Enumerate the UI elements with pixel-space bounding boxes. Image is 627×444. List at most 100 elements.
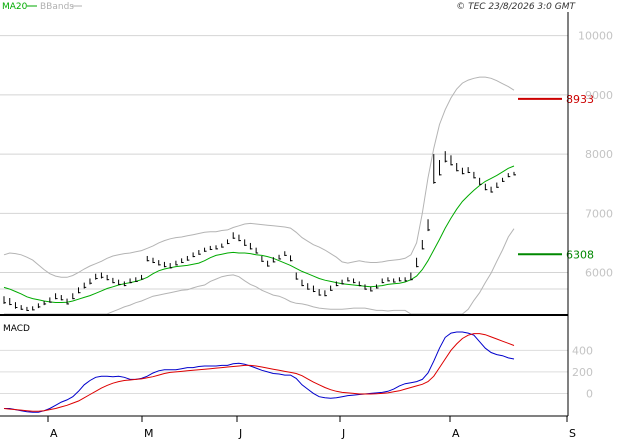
price-bar xyxy=(330,285,333,291)
ma20-layer xyxy=(3,165,515,303)
price-bar xyxy=(77,287,81,294)
price-bar xyxy=(244,239,247,246)
price-bar xyxy=(43,300,47,306)
price-bar xyxy=(255,247,259,254)
price-bar xyxy=(416,257,419,268)
price-bar xyxy=(141,274,144,280)
price-bar xyxy=(146,255,150,262)
price-bar xyxy=(106,274,110,281)
price-bar xyxy=(473,171,476,179)
price-bar xyxy=(502,177,505,182)
price-bar xyxy=(3,296,6,304)
price-tick-label: 9000 xyxy=(585,89,613,102)
price-bar xyxy=(278,254,282,260)
price-bar xyxy=(387,277,390,282)
legend-bbands-label: BBands xyxy=(40,2,74,12)
price-bar xyxy=(404,277,408,282)
price-bar xyxy=(186,255,190,261)
price-bar xyxy=(375,284,379,289)
x-tick-label: A xyxy=(50,427,58,440)
price-bar xyxy=(198,250,201,255)
price-bar xyxy=(290,255,293,262)
price-bar xyxy=(204,247,207,252)
axes-layer: 10000 9000 8000 7000 6000 400 200 0 A M J J A S xyxy=(0,12,613,440)
price-bar xyxy=(427,219,431,232)
grid-layer xyxy=(0,35,568,394)
price-bar xyxy=(123,281,127,287)
price-bar xyxy=(232,232,236,239)
level-label: 8933 xyxy=(566,93,594,106)
x-tick-label: J xyxy=(238,427,242,440)
price-bar xyxy=(410,272,413,281)
price-bar xyxy=(364,284,368,290)
price-tick-label: 7000 xyxy=(585,207,613,220)
price-tick-label: 8000 xyxy=(585,148,613,161)
price-bar xyxy=(479,177,482,185)
ma20-line xyxy=(3,165,515,303)
bband-upper-line xyxy=(3,76,515,278)
price-bar xyxy=(152,257,155,264)
price-bar xyxy=(358,281,362,287)
price-bar xyxy=(312,285,316,293)
price-bar xyxy=(439,160,442,176)
price-bar xyxy=(100,272,104,279)
macd-title: MACD xyxy=(3,324,30,334)
price-bar xyxy=(353,278,356,284)
price-bar xyxy=(14,302,18,309)
price-bar xyxy=(215,245,219,250)
price-bar xyxy=(301,279,304,287)
price-bar xyxy=(507,173,511,178)
price-bar xyxy=(393,278,396,283)
price-bar xyxy=(129,278,133,284)
x-tick-label: M xyxy=(144,427,154,440)
price-bar xyxy=(307,283,310,290)
legend-ma20-label: MA20 xyxy=(2,2,28,12)
price-bar xyxy=(95,273,98,280)
price-bar xyxy=(175,260,178,266)
price-bar xyxy=(433,154,436,184)
levels-layer: 8933 6308 xyxy=(518,93,594,261)
price-bar xyxy=(261,255,264,262)
price-bar xyxy=(467,167,471,174)
price-bar xyxy=(32,306,35,311)
price-bar xyxy=(209,245,213,251)
price-bar xyxy=(9,298,12,306)
macd-line xyxy=(4,331,515,413)
price-bar xyxy=(135,277,138,283)
price-bar xyxy=(341,279,345,285)
macd-tick-label: 400 xyxy=(572,344,593,357)
price-tick-label: 6000 xyxy=(585,267,613,280)
macd-layer xyxy=(3,331,515,413)
bollinger-bands-layer xyxy=(3,76,515,315)
price-bar xyxy=(267,260,270,267)
price-bar xyxy=(444,151,448,163)
price-bar xyxy=(158,260,161,266)
price-bar xyxy=(272,257,276,263)
macd-signal-line xyxy=(3,333,515,412)
price-bar xyxy=(370,286,373,292)
price-bar xyxy=(513,171,516,176)
price-bar xyxy=(83,282,87,289)
price-bar xyxy=(421,239,425,250)
price-bar xyxy=(347,277,350,282)
price-bar xyxy=(490,186,494,193)
price-bar xyxy=(66,298,70,305)
price-bar xyxy=(89,278,92,285)
price-bar xyxy=(118,279,121,285)
price-bar xyxy=(461,167,465,175)
price-bar xyxy=(295,272,299,280)
price-bar xyxy=(181,258,184,264)
price-bar xyxy=(238,234,241,242)
price-bar xyxy=(284,251,287,256)
price-bar xyxy=(37,303,41,309)
macd-tick-label: 200 xyxy=(572,366,593,379)
price-bar xyxy=(72,293,75,300)
level-label: 6308 xyxy=(566,248,594,261)
macd-tick-label: 0 xyxy=(586,387,593,400)
price-bar xyxy=(496,182,499,188)
x-tick-label: J xyxy=(341,427,345,440)
price-bar xyxy=(456,163,459,172)
price-bar xyxy=(169,263,173,269)
